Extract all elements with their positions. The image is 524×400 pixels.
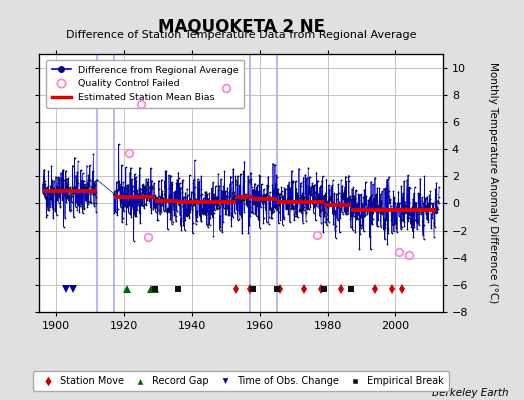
Text: Berkeley Earth: Berkeley Earth bbox=[432, 388, 508, 398]
Legend: Station Move, Record Gap, Time of Obs. Change, Empirical Break: Station Move, Record Gap, Time of Obs. C… bbox=[33, 372, 449, 391]
Text: Difference of Station Temperature Data from Regional Average: Difference of Station Temperature Data f… bbox=[66, 30, 416, 40]
Legend: Difference from Regional Average, Quality Control Failed, Estimated Station Mean: Difference from Regional Average, Qualit… bbox=[46, 60, 244, 108]
Y-axis label: Monthly Temperature Anomaly Difference (°C): Monthly Temperature Anomaly Difference (… bbox=[488, 62, 498, 304]
Text: MAQUOKETA 2 NE: MAQUOKETA 2 NE bbox=[158, 18, 324, 36]
